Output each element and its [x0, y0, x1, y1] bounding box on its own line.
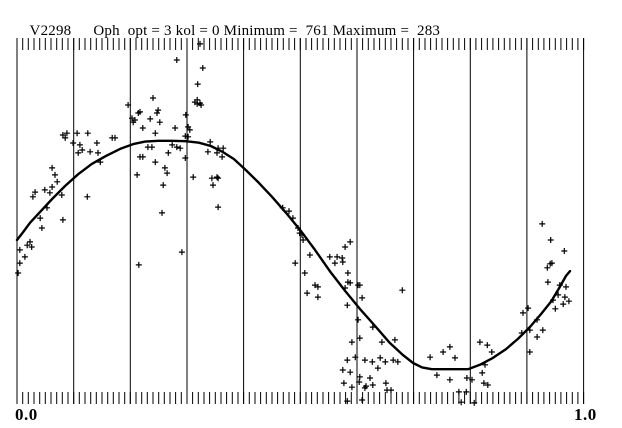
- star-name: V2298: [29, 23, 72, 39]
- plot-title: V2298 Oph opt = 3 kol = 0 Minimum = 761 M…: [14, 6, 440, 57]
- x-axis-max-label: 1.0: [574, 405, 597, 424]
- x-axis-min-label: 0.0: [15, 405, 38, 424]
- plot-parameters: Oph opt = 3 kol = 0 Minimum = 761 Maximu…: [93, 23, 441, 39]
